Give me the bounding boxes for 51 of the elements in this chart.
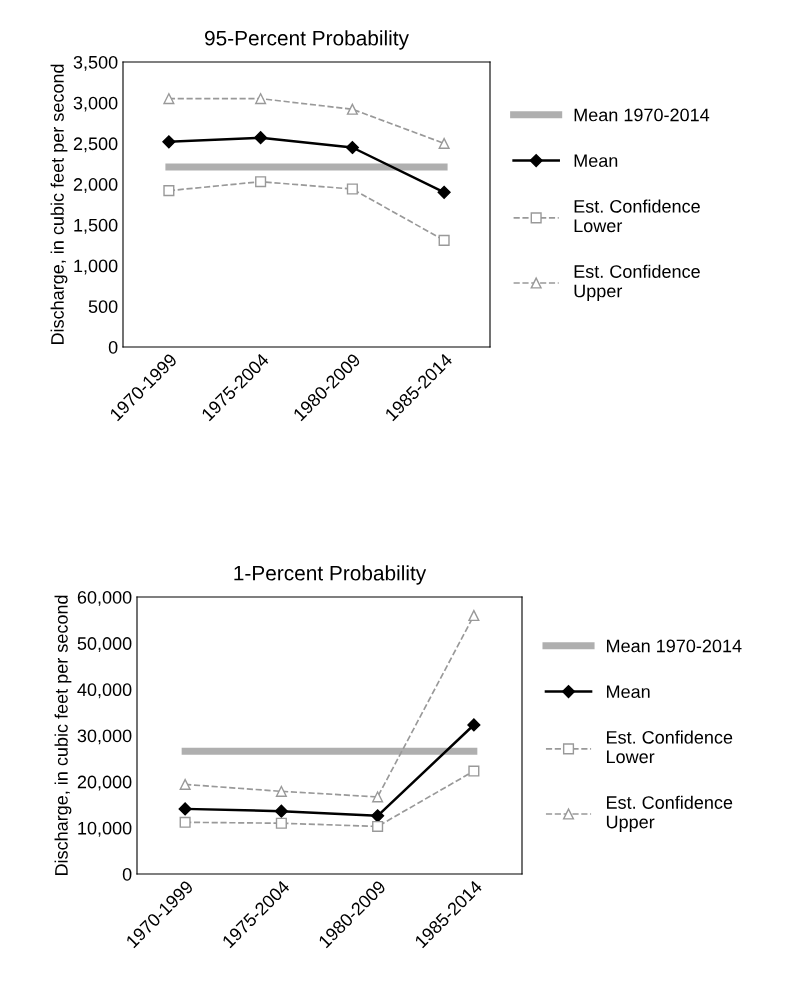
y-tick-label: 10,000 <box>78 821 132 837</box>
point <box>345 140 359 155</box>
y-tick-label: 20,000 <box>77 775 132 791</box>
legend-label: Est. Confidence Lower <box>574 199 700 233</box>
point <box>179 816 191 828</box>
y-tick-label: 3,000 <box>73 96 118 112</box>
chart-title: 1-Percent Probability <box>234 565 427 585</box>
point <box>437 185 451 199</box>
point <box>162 135 176 149</box>
legend-label: Mean <box>574 154 618 168</box>
point <box>467 718 481 732</box>
point <box>163 93 175 105</box>
y-tick-label: 2,000 <box>73 178 118 193</box>
point <box>438 234 450 246</box>
point <box>372 820 384 833</box>
y-tick-label: 50,000 <box>77 637 132 653</box>
point <box>346 183 358 195</box>
y-tick-label: 40,000 <box>77 683 132 699</box>
legend-label: Mean 1970-2014 <box>574 108 710 122</box>
point <box>274 804 288 818</box>
y-axis-title: Discharge, in cubic feet per second <box>54 595 72 876</box>
point <box>346 103 358 115</box>
chart-title: 95-Percent Probability <box>205 30 409 50</box>
point <box>163 185 175 197</box>
point <box>255 93 267 105</box>
point <box>468 765 480 777</box>
point <box>438 137 450 149</box>
y-tick-label: 500 <box>88 300 118 314</box>
y-tick-label: 0 <box>108 340 118 354</box>
point <box>371 809 385 823</box>
y-axis-title: Discharge, in cubic feet per second <box>50 64 68 345</box>
legend-label: Est. Confidence Upper <box>574 264 700 301</box>
legend-label: Mean <box>607 685 650 699</box>
point <box>275 785 287 797</box>
legend-label: Est. Confidence Lower <box>607 730 733 764</box>
point <box>254 131 268 145</box>
y-tick-label: 3,500 <box>73 55 118 71</box>
y-tick-label: 1,500 <box>74 218 118 234</box>
y-tick-label: 0 <box>122 867 132 881</box>
legend-label: Mean 1970-2014 <box>607 639 742 653</box>
point <box>372 791 384 803</box>
point <box>275 817 287 829</box>
point <box>468 609 480 622</box>
point <box>179 778 191 790</box>
y-tick-label: 1,000 <box>74 259 118 275</box>
y-tick-label: 30,000 <box>77 729 132 745</box>
y-tick-label: 60,000 <box>77 590 132 606</box>
y-tick-label: 2,500 <box>73 137 118 153</box>
point <box>255 176 267 188</box>
legend-label: Est. Confidence Upper <box>606 795 733 832</box>
point <box>178 802 192 816</box>
